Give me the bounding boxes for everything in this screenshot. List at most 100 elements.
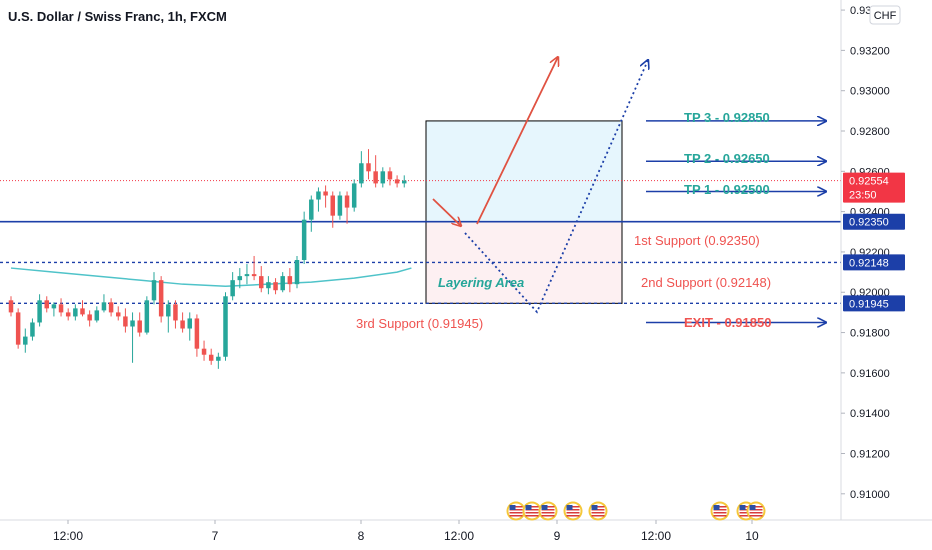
flag-stripe xyxy=(525,512,539,514)
level-badge-label: 0.91945 xyxy=(849,298,889,310)
candle-body xyxy=(216,356,221,361)
us-flag-icon[interactable] xyxy=(710,501,730,521)
time-tick: 12:00 xyxy=(641,520,671,543)
candle-body xyxy=(387,171,393,180)
candle-body xyxy=(273,282,278,291)
price-tick-label: 0.91600 xyxy=(850,368,890,380)
candle xyxy=(137,312,142,337)
candle-body xyxy=(301,219,307,260)
price-tick-label: 0.93200 xyxy=(850,45,890,57)
us-flag-icon[interactable] xyxy=(746,501,766,521)
us-flag-icon[interactable] xyxy=(522,501,542,521)
candle-body xyxy=(94,310,100,321)
flag-stripe xyxy=(713,509,727,511)
flag-stripe xyxy=(591,509,605,511)
annotation-layer: Layering Area 1st Support (0.92350) 2nd Su… xyxy=(356,110,771,331)
candle xyxy=(130,312,135,363)
price-tick-label: 0.92800 xyxy=(850,126,890,138)
price-tick: 0.91800 xyxy=(841,328,890,340)
candle-body xyxy=(87,314,92,321)
current-price-badge-bg xyxy=(843,172,905,203)
target-zone xyxy=(425,120,623,223)
candle-body xyxy=(108,302,114,313)
candle-body xyxy=(201,348,207,355)
flag-canton xyxy=(713,505,720,510)
flag-canton xyxy=(591,505,598,510)
level-price-badge: 0.92350 xyxy=(843,213,905,230)
candle xyxy=(166,300,171,333)
candle-body xyxy=(23,336,28,345)
candle xyxy=(116,306,121,321)
price-tick: 0.91000 xyxy=(841,489,890,501)
candle-body xyxy=(173,304,178,321)
candle-body xyxy=(123,316,128,327)
candle-body xyxy=(237,276,243,281)
price-tick-label: 0.91800 xyxy=(850,328,890,340)
flag-stripe xyxy=(509,515,523,517)
level-price-badge: 0.92148 xyxy=(843,254,905,271)
us-flag-icon[interactable] xyxy=(588,501,608,521)
moving-average-line xyxy=(10,267,412,287)
candle xyxy=(44,296,49,313)
candle xyxy=(173,300,178,329)
level-price-badge: 0.91945 xyxy=(843,295,905,312)
us-flag-icon[interactable] xyxy=(506,501,526,521)
candle xyxy=(73,304,78,321)
level-badge-bg xyxy=(843,295,905,312)
price-tick: 0.92800 xyxy=(841,126,890,138)
candle xyxy=(344,191,350,224)
price-tick-label: 0.91400 xyxy=(850,408,890,420)
candle-body xyxy=(30,322,35,337)
flag-stripe xyxy=(749,506,763,508)
candle-body xyxy=(330,195,335,216)
candle-body xyxy=(244,274,250,277)
candle xyxy=(359,151,364,188)
flag-canton xyxy=(541,505,548,510)
candle-body xyxy=(323,191,328,196)
flag-stripe xyxy=(541,515,555,517)
flag-stripe xyxy=(509,509,523,511)
candle xyxy=(87,310,92,327)
time-tick-label: 10 xyxy=(745,529,759,543)
candle xyxy=(208,348,214,365)
flag-stripe xyxy=(566,506,580,508)
candle-body xyxy=(116,312,121,317)
candle xyxy=(402,175,407,188)
candle-body xyxy=(259,276,264,289)
price-tick: 0.93200 xyxy=(841,45,890,57)
economic-events[interactable] xyxy=(506,501,766,521)
candle xyxy=(266,276,271,295)
candle xyxy=(123,308,128,333)
flag-stripe xyxy=(541,512,555,514)
us-flag-icon[interactable] xyxy=(563,501,583,521)
candle-body xyxy=(294,260,300,285)
candle-body xyxy=(194,318,200,349)
projection-layer xyxy=(432,57,826,322)
candle-body xyxy=(144,300,150,333)
candle-body xyxy=(187,318,192,329)
candle-body xyxy=(180,320,185,329)
candle-body xyxy=(158,280,164,317)
price-tick-label: 0.93000 xyxy=(850,86,890,98)
currency-badge[interactable]: CHF xyxy=(869,5,901,25)
flag-stripe xyxy=(739,515,753,517)
candle xyxy=(101,294,107,313)
candle-body xyxy=(344,195,350,208)
candle xyxy=(8,296,14,317)
candle-body xyxy=(309,199,314,220)
time-tick: 7 xyxy=(212,520,219,543)
candle xyxy=(158,276,164,323)
flag-stripe xyxy=(591,515,605,517)
candle xyxy=(23,328,28,353)
flag-stripe xyxy=(566,509,580,511)
candle-body xyxy=(101,302,107,311)
level-badge-label: 0.92148 xyxy=(849,257,889,269)
candle xyxy=(366,149,371,180)
candle xyxy=(251,255,257,281)
time-axis[interactable]: 12:00 7 8 12:00 9 12:00 10 xyxy=(53,520,759,543)
candle-body xyxy=(208,354,214,361)
price-axis[interactable]: 0.934000.932000.930000.928000.926000.924… xyxy=(841,5,905,501)
us-flag-icon[interactable] xyxy=(538,501,558,521)
candle-body xyxy=(351,183,357,208)
